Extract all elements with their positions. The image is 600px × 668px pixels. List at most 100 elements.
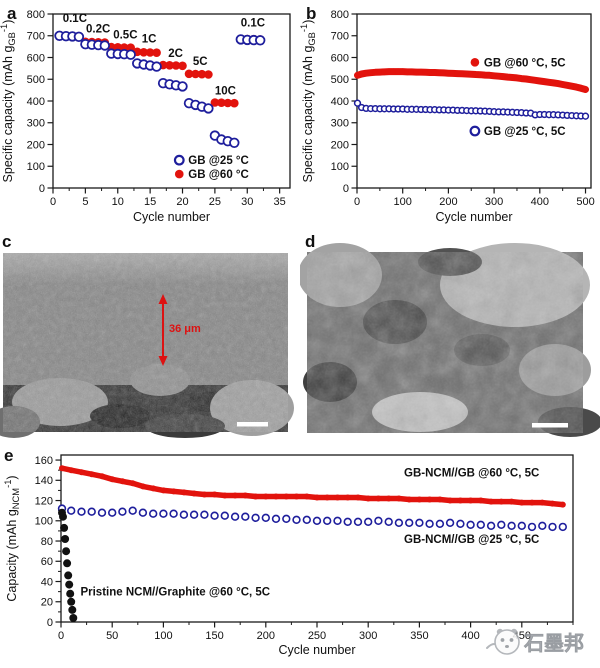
x-tick-label: 400	[531, 196, 549, 208]
y-axis-label: Capacity (mAh gNCM-1)	[3, 475, 21, 601]
data-point	[408, 68, 415, 76]
y-tick-label: 0	[39, 183, 45, 195]
data-point	[139, 483, 146, 490]
data-point	[582, 86, 589, 93]
data-point	[447, 497, 454, 504]
series-pristine-ncm-graphite-60-c-5c	[58, 508, 78, 622]
x-tick-label: 0	[50, 196, 56, 208]
data-point	[150, 485, 157, 492]
plot-frame	[356, 13, 592, 189]
data-point	[191, 490, 198, 497]
data-point	[404, 68, 411, 76]
data-point	[456, 519, 465, 529]
data-point	[229, 137, 240, 149]
data-point	[435, 519, 445, 529]
data-point	[508, 498, 515, 505]
data-point	[343, 517, 352, 527]
data-point	[87, 507, 96, 516]
data-point	[372, 69, 379, 76]
sem-image-cross-section: 36 μm	[0, 253, 294, 438]
legend-label: GB @60 °C, 5C	[484, 57, 566, 69]
chart-a-rate-capability: 0 5 10 15 20 25 30 35 0 100 200 300 400 500 600 700 800 C…	[0, 9, 291, 224]
y-axis-label: Specific capacity (mAh gGB-1)	[300, 20, 317, 183]
data-point	[178, 61, 187, 71]
series-gb-60-c-5c	[354, 68, 589, 93]
data-point	[63, 559, 72, 568]
x-tick-label: 250	[308, 630, 326, 642]
data-point	[581, 112, 590, 120]
data-point	[422, 69, 429, 76]
data-point	[59, 512, 67, 521]
data-point	[303, 493, 310, 500]
data-point	[314, 494, 320, 501]
axes-ticks: 0 50 100 150 200 250 300 350 400 4500204060801001…	[35, 455, 574, 642]
legend-item-gb-60-c-5c: GB @60 °C, 5C	[470, 57, 566, 69]
data-point	[169, 509, 178, 518]
data-point	[376, 68, 384, 76]
data-point	[549, 500, 556, 507]
data-point	[292, 515, 301, 525]
thickness-measurement-arrow: 36 μm	[158, 294, 201, 366]
data-point	[179, 510, 189, 519]
legend-item-gb-25-c: GB @25 °C	[173, 154, 249, 167]
y-tick-label: 600	[331, 52, 349, 64]
data-point	[69, 614, 78, 622]
data-point	[191, 69, 200, 79]
data-point	[200, 510, 209, 519]
data-point	[230, 512, 240, 521]
data-point	[495, 73, 502, 80]
y-tick-label: 300	[27, 118, 45, 130]
legend-item-gb-60-c: GB @60 °C	[174, 169, 249, 181]
annotation-1c: 1C	[142, 34, 157, 46]
data-point	[498, 498, 505, 505]
annotation-5c: 5C	[193, 56, 208, 68]
data-point	[431, 69, 438, 76]
data-point	[497, 520, 506, 530]
panel-label-e: e	[4, 446, 14, 465]
data-point	[262, 493, 269, 500]
y-tick-label: 100	[331, 161, 349, 173]
x-tick-label: 500	[576, 196, 594, 208]
data-point	[477, 497, 484, 504]
data-point	[97, 508, 107, 517]
sem-c-texture	[0, 253, 294, 438]
data-point	[367, 69, 374, 76]
data-point	[518, 499, 525, 506]
y-tick-label: 40	[41, 576, 53, 588]
data-point	[390, 68, 397, 75]
data-point	[65, 580, 74, 589]
x-tick-label: 35	[274, 196, 286, 208]
data-point	[152, 48, 161, 57]
y-tick-label: 300	[331, 118, 349, 130]
data-point	[477, 71, 484, 78]
data-point	[189, 510, 199, 519]
data-point	[415, 518, 424, 528]
y-tick-label: 0	[47, 617, 53, 629]
data-point	[99, 40, 111, 51]
x-tick-label: 200	[257, 630, 275, 642]
data-point	[324, 494, 331, 501]
data-point	[466, 520, 475, 530]
y-tick-label: 80	[41, 536, 53, 548]
data-point	[119, 478, 126, 485]
data-point	[126, 43, 135, 52]
annotation-10c: 10C	[215, 85, 236, 97]
x-tick-label: 5	[82, 196, 88, 208]
data-point	[476, 520, 485, 530]
y-tick-label: 100	[27, 161, 45, 173]
x-tick-label: 350	[410, 630, 428, 642]
data-point	[66, 589, 75, 598]
y-tick-label: 0	[343, 183, 349, 195]
data-point	[445, 518, 455, 528]
data-point	[334, 494, 341, 501]
plot-frame	[60, 454, 574, 623]
y-tick-label: 100	[35, 516, 53, 528]
data-point	[293, 493, 300, 500]
series-gb-ncm-gb-25-c-5c	[57, 504, 567, 532]
data-point	[197, 69, 207, 79]
axes-ticks: 0 100 200 300 400 500 0 100 200 300 400 500 600 700 80…	[331, 9, 595, 208]
data-point	[282, 514, 291, 524]
x-tick-label: 0	[354, 196, 360, 208]
panel-label-c: c	[2, 232, 12, 251]
